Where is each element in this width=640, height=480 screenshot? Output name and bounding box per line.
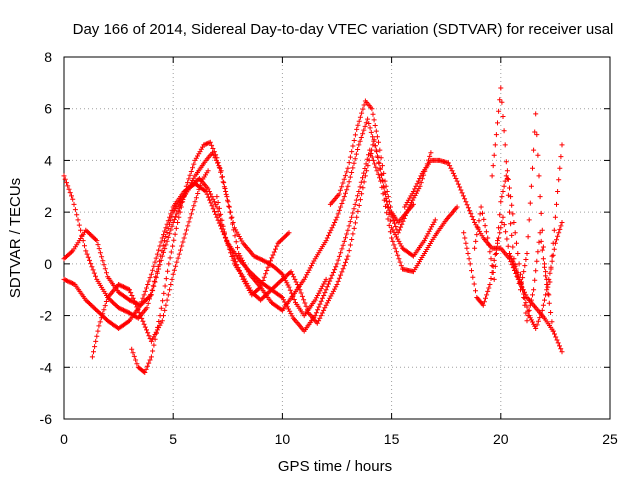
x-tick-label: 5: [169, 431, 177, 447]
series-track-6: [214, 194, 292, 298]
point-markers: [214, 194, 292, 298]
y-tick-label: -2: [40, 308, 53, 324]
x-axis-label: GPS time / hours: [278, 458, 392, 475]
y-tick-label: 8: [44, 49, 52, 65]
y-tick-label: 0: [44, 256, 52, 272]
axis-tick-labels: 0 5 10 15 20 25 -6 -4 -2 0 2 4 6 8: [40, 49, 618, 447]
axis-ticks: [63, 56, 611, 420]
x-tick-label: 0: [60, 431, 68, 447]
x-tick-label: 25: [602, 431, 618, 447]
point-markers: [61, 147, 460, 334]
x-tick-label: 20: [493, 431, 509, 447]
series-track-11: [472, 168, 556, 334]
series-track-10: [489, 85, 565, 298]
y-tick-label: 6: [44, 101, 52, 117]
y-tick-label: -6: [40, 411, 53, 427]
series-track-5: [129, 139, 329, 375]
point-markers: [489, 85, 565, 298]
point-markers: [472, 168, 556, 334]
y-tick-label: 2: [44, 204, 52, 220]
series-track-7: [327, 98, 416, 225]
x-tick-label: 15: [384, 431, 400, 447]
point-markers: [327, 98, 416, 225]
point-markers: [129, 139, 329, 375]
plot-frame: [63, 56, 611, 420]
data-points: [61, 85, 565, 375]
x-tick-label: 10: [275, 431, 291, 447]
y-tick-label: 4: [44, 152, 52, 168]
y-tick-label: -4: [40, 359, 53, 375]
series-track-3: [61, 147, 460, 334]
y-axis-label: SDTVAR / TECUs: [7, 178, 24, 298]
chart-title: Day 166 of 2014, Sidereal Day-to-day VTE…: [73, 21, 614, 38]
